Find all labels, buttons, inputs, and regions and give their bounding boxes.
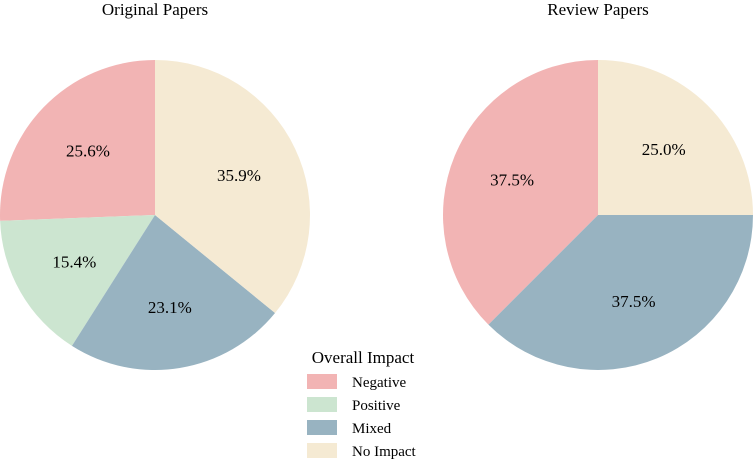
chart-title-original-papers: Original Papers	[102, 0, 208, 19]
slice-label-mixed: 37.5%	[612, 292, 656, 311]
legend-swatch-positive	[307, 397, 337, 412]
legend: Overall Impact Negative Positive Mixed N…	[307, 348, 417, 460]
legend-label-positive: Positive	[352, 398, 401, 414]
pie-slice-positive	[0, 215, 155, 346]
pie-slice-no-impact	[155, 60, 311, 314]
slice-label-mixed: 23.1%	[148, 298, 192, 317]
legend-label-no-impact: No Impact	[352, 444, 417, 460]
slice-label-positive: 15.4%	[52, 252, 96, 271]
slice-label-negative: 25.6%	[66, 141, 110, 160]
pie-slice-mixed	[71, 215, 276, 370]
slice-label-no-impact: 25.0%	[642, 140, 686, 159]
legend-label-negative: Negative	[352, 375, 406, 391]
slice-label-negative: 37.5%	[490, 170, 534, 189]
pie-slice-mixed	[488, 215, 753, 370]
legend-swatch-no-impact	[307, 443, 337, 458]
pie-slice-negative	[0, 60, 155, 221]
legend-swatch-negative	[307, 374, 337, 389]
legend-swatch-mixed	[307, 420, 337, 435]
pie-original-papers: 25.6% 15.4% 23.1% 35.9%	[0, 60, 311, 370]
pie-slice-no-impact	[598, 60, 753, 215]
chart-title-review-papers: Review Papers	[547, 0, 649, 19]
pie-review-papers: 37.5% 37.5% 25.0%	[443, 60, 753, 370]
slice-label-no-impact: 35.9%	[217, 166, 261, 185]
legend-title: Overall Impact	[312, 348, 415, 367]
pie-slice-negative	[443, 60, 598, 325]
legend-label-mixed: Mixed	[352, 421, 392, 437]
